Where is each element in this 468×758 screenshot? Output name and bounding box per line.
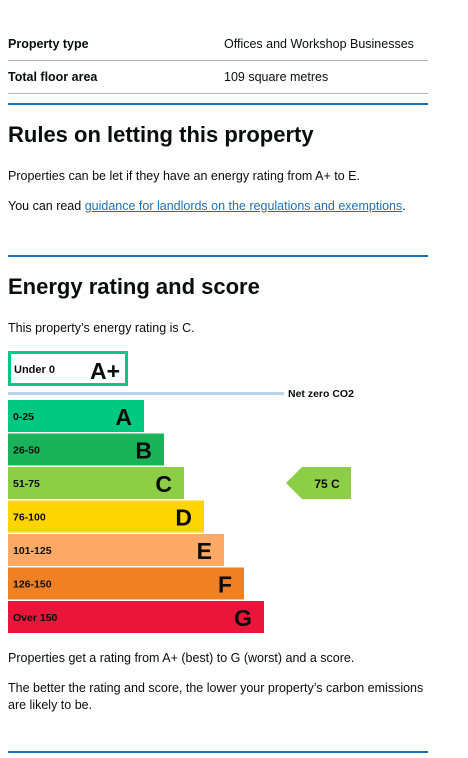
carbon-explanation: The better the rating and score, the low… [8,681,424,712]
band-d-bar [8,500,204,533]
property-summary-list: Property type Offices and Workshop Busin… [8,28,428,94]
band-aplus-box [8,351,128,386]
band-c-letter: C [155,471,172,497]
section-divider [8,751,428,753]
band-aplus-letter: A+ [90,358,120,384]
band-c-bar [8,467,184,499]
energy-heading: Energy rating and score [8,274,260,299]
rating-explanation: Properties get a rating from A+ (best) t… [8,651,355,665]
band-g-letter: G [234,605,252,631]
energy-rating-chart: Under 0 A+ Net zero CO2 0-25 A 26-50 B 51-75… [8,351,354,633]
band-a-bar [8,400,144,432]
band-b-range: 26-50 [13,445,40,457]
band-c-range: 51-75 [13,478,40,490]
summary-key: Property type [8,37,89,51]
energy-intro: This property’s energy rating is C. [8,321,195,335]
guidance-prefix: You can read [8,199,85,213]
band-a-range: 0-25 [13,411,34,423]
band-f-bar [8,567,244,600]
band-e-bar [8,534,224,566]
band-d-range: 76-100 [13,512,46,524]
current-rating-label: 75 C [314,477,340,491]
summary-value: Offices and Workshop Businesses [224,37,414,51]
band-a-letter: A [115,404,132,430]
band-f-range: 126-150 [13,579,52,591]
summary-row-property-type: Property type Offices and Workshop Busin… [8,28,428,61]
summary-row-floor-area: Total floor area 109 square metres [8,61,428,94]
guidance-link[interactable]: guidance for landlords on the regulation… [84,199,403,213]
guidance-suffix: . [402,199,406,213]
summary-value: 109 square metres [224,70,329,84]
section-divider [8,255,428,257]
band-f-letter: F [218,572,232,598]
section-divider [8,103,428,105]
net-zero-label: Net zero CO2 [288,388,354,400]
band-b-bar [8,433,164,466]
band-aplus-range: Under 0 [14,364,55,376]
band-d-letter: D [175,505,192,531]
band-g-bar [8,601,264,633]
band-e-range: 101-125 [13,545,52,557]
band-e-letter: E [197,538,212,564]
current-rating-arrow [286,467,351,499]
rules-paragraph: Properties can be let if they have an en… [8,169,360,183]
guidance-paragraph: You can read guidance for landlords on t… [8,198,428,215]
rules-heading: Rules on letting this property [8,122,314,147]
band-b-letter: B [135,438,152,464]
band-g-range: Over 150 [13,612,58,624]
summary-key: Total floor area [8,70,98,84]
